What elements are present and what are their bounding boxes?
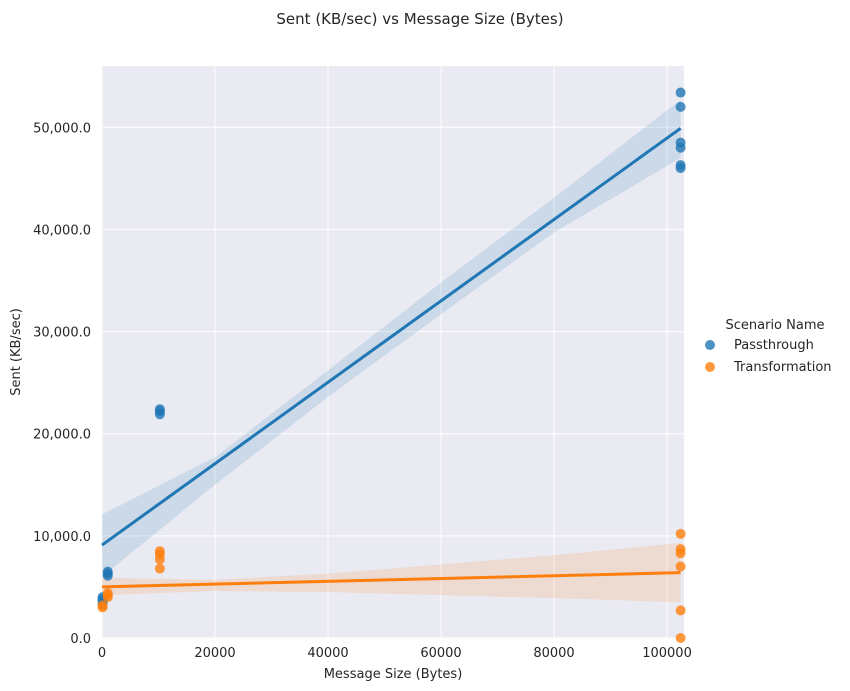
passthrough-point	[102, 566, 113, 577]
transformation-point	[97, 600, 108, 611]
legend: Scenario Name Passthrough Transformation	[705, 318, 832, 375]
regression-lines	[101, 127, 682, 589]
y-tick-label: 0.0	[70, 632, 91, 647]
passthrough-point	[675, 163, 686, 174]
transformation-point	[154, 546, 165, 557]
y-tick-labels: 0.0 10,000.0 20,000.0 30,000.0 40,000.0 50,00…	[33, 121, 91, 647]
passthrough-point	[154, 404, 165, 415]
y-tick-label: 30,000.0	[33, 326, 91, 341]
data-points	[97, 87, 686, 643]
transformation-point	[675, 528, 686, 539]
y-tick-label: 40,000.0	[33, 223, 91, 238]
transformation-point	[675, 633, 686, 643]
x-tick-label: 60000	[420, 646, 461, 661]
legend-label-passthrough: Passthrough	[734, 338, 814, 353]
transformation-point	[675, 548, 686, 559]
transformation-point	[102, 588, 113, 599]
transformation-point	[675, 605, 686, 616]
x-axis-label: Message Size (Bytes)	[324, 667, 463, 682]
transformation-regression-line	[101, 571, 681, 589]
x-tick-label: 20000	[194, 646, 235, 661]
x-tick-label: 80000	[533, 646, 574, 661]
passthrough-point	[675, 101, 686, 112]
passthrough-point	[675, 142, 686, 153]
y-axis-label: Sent (KB/sec)	[9, 308, 24, 396]
grid-lines	[101, 66, 684, 639]
y-tick-label: 50,000.0	[33, 121, 91, 136]
transformation-point	[154, 563, 165, 574]
legend-title: Scenario Name	[726, 318, 825, 333]
passthrough-point	[675, 87, 686, 98]
legend-marker-passthrough	[705, 340, 715, 350]
x-tick-label: 100000	[642, 646, 692, 661]
transformation-point	[675, 561, 686, 572]
legend-label-transformation: Transformation	[733, 360, 832, 375]
x-tick-labels: 0 20000 40000 60000 80000 100000	[98, 646, 692, 661]
plot-area-background	[102, 66, 684, 638]
chart-title: Sent (KB/sec) vs Message Size (Bytes)	[276, 10, 563, 28]
y-tick-label: 10,000.0	[33, 530, 91, 545]
y-tick-label: 20,000.0	[33, 428, 91, 443]
legend-marker-transformation	[705, 362, 715, 372]
passthrough-regression-line	[101, 127, 682, 547]
x-tick-label: 40000	[307, 646, 348, 661]
transformation-confidence-band	[102, 543, 681, 603]
x-tick-label: 0	[98, 646, 106, 661]
